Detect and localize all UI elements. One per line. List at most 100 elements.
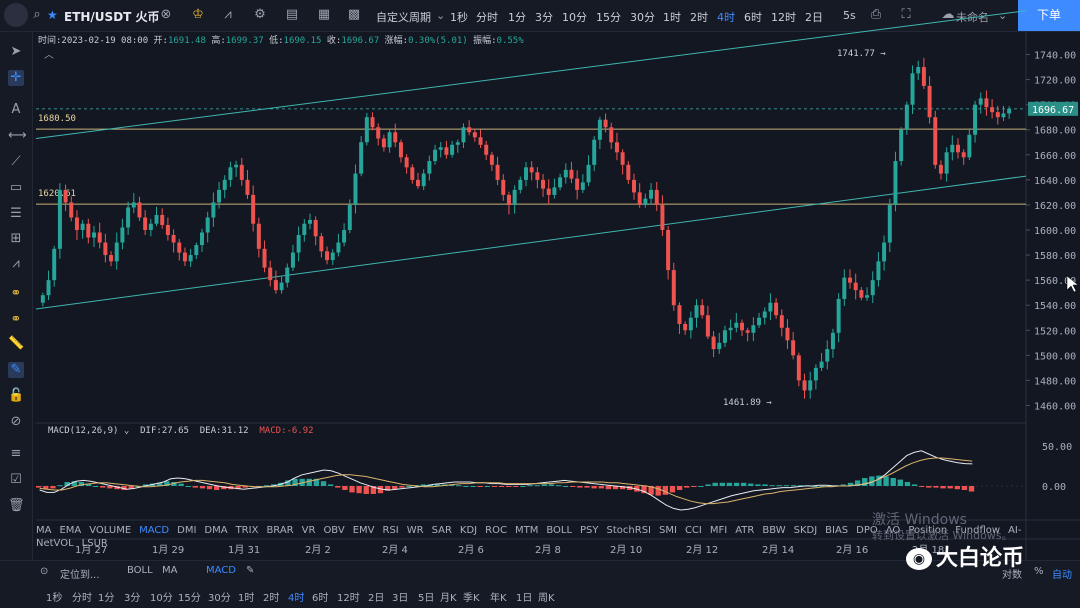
sub-indicator-macd[interactable]: MACD [206,565,236,576]
grid-layout-icon[interactable]: ▩ [347,7,361,22]
indicator-tab-8[interactable]: VR [301,525,316,536]
indicator-tab-5[interactable]: DMA [204,525,228,536]
timeframe-11[interactable]: 12时 [771,11,796,24]
bottom-timeframe-9[interactable]: 4时 [288,593,305,604]
magnet-icon[interactable]: ⚭ [10,286,22,301]
bottom-timeframe-2[interactable]: 1分 [98,593,115,604]
trend-line-icon[interactable]: ⟋ [11,154,21,169]
timeframe-3[interactable]: 3分 [535,11,553,24]
refresh-interval[interactable]: 5s [843,9,856,22]
indicator-tab-15[interactable]: ROC [485,525,507,536]
pattern-icon[interactable]: ⩘ [12,256,20,271]
indicator-tab-29[interactable]: Position [908,525,948,536]
drawings-list-icon[interactable]: ☑ [10,472,22,487]
camera-icon[interactable]: ⎙ [870,7,882,22]
horizontal-line-icon[interactable]: ⟷ [8,128,27,143]
custom-period-dropdown[interactable]: 自定义周期 [376,11,431,24]
bottom-timeframe-7[interactable]: 1时 [238,593,255,604]
chevron-down-icon[interactable]: ⌄ [436,9,446,22]
edit-icon[interactable]: ✎ [246,565,255,576]
timeframe-2[interactable]: 1分 [508,11,526,24]
bottom-timeframe-14[interactable]: 5日 [418,593,435,604]
bottom-timeframe-1[interactable]: 分时 [72,593,92,604]
rectangle-icon[interactable]: ▭ [9,180,23,195]
indicator-tab-16[interactable]: MTM [514,525,539,536]
bottom-timeframe-10[interactable]: 6时 [312,593,329,604]
timeframe-9[interactable]: 4时 [717,11,735,24]
bottom-timeframe-3[interactable]: 3分 [124,593,141,604]
order-button[interactable]: 下单 [1018,0,1080,31]
indicator-tab-20[interactable]: SMI [659,525,677,536]
indicator-tab-17[interactable]: BOLL [546,525,573,536]
bottom-timeframe-13[interactable]: 3日 [392,593,409,604]
indicator-tab-9[interactable]: OBV [323,525,345,536]
timeframe-7[interactable]: 1时 [663,11,681,24]
locate-button[interactable]: 定位到... [60,570,100,581]
indicator-tab-12[interactable]: WR [406,525,424,536]
auto-scale-toggle[interactable]: 自动 [1052,570,1072,581]
parallel-channel-icon[interactable]: ☰ [10,206,22,221]
bottom-timeframe-12[interactable]: 2日 [368,593,385,604]
close-icon[interactable]: ⊗ [160,7,172,22]
indicator-tab-18[interactable]: PSY [580,525,599,536]
indicator-tab-3[interactable]: MACD [139,525,170,536]
indicator-tab-26[interactable]: BIAS [825,525,849,536]
locate-icon[interactable]: ⊙ [40,566,49,577]
percent-scale-toggle[interactable]: % [1034,566,1044,577]
indicator-tab-11[interactable]: RSI [382,525,399,536]
timeframe-4[interactable]: 10分 [562,11,587,24]
layout-chevron-icon[interactable]: ⌄ [998,9,1008,22]
collapse-chevron-icon[interactable]: ︿ [44,50,54,61]
indicator-tab-21[interactable]: CCI [684,525,702,536]
indicator-tab-22[interactable]: MFI [709,525,728,536]
indicator-tab-2[interactable]: VOLUME [89,525,132,536]
indicator-tab-25[interactable]: SKDJ [793,525,818,536]
bottom-timeframe-19[interactable]: 周K [538,593,555,604]
candlestick-chart[interactable]: 1740.001720.001700.001680.001660.001640.… [0,0,1080,560]
indicator-icon[interactable]: ♔ [192,7,204,22]
bottom-timeframe-8[interactable]: 2时 [263,593,280,604]
cursor-arrow-icon[interactable]: ➤ [10,44,22,59]
bottom-timeframe-4[interactable]: 10分 [150,593,173,604]
timeframe-5[interactable]: 15分 [596,11,621,24]
timeframe-1[interactable]: 分时 [476,11,498,24]
indicator-tab-28[interactable]: AO [885,525,901,536]
indicator-tab-23[interactable]: ATR [735,525,755,536]
indicator-tab-0[interactable]: MA [36,525,52,536]
main-indicator-boll[interactable]: BOLL [127,565,153,576]
indicator-tab-10[interactable]: EMV [352,525,375,536]
chart-type-icon[interactable]: ⩘ [224,7,232,22]
bottom-timeframe-11[interactable]: 12时 [337,593,360,604]
cloud-icon[interactable]: ☁ [941,7,955,22]
indicator-tab-19[interactable]: StochRSI [606,525,651,536]
indicator-tab-32[interactable]: LSUR [81,538,108,549]
fib-icon[interactable]: ⊞ [10,231,22,246]
indicator-tab-1[interactable]: EMA [59,525,82,536]
indicator-tab-6[interactable]: TRIX [235,525,259,536]
indicator-tab-13[interactable]: SAR [431,525,452,536]
indicator-tab-31[interactable]: AI-NetVOL [36,525,1022,549]
trash-icon[interactable]: 🗑 [8,498,25,513]
main-indicator-ma[interactable]: MA [162,565,178,576]
settings-gear-icon[interactable]: ⚙ [254,7,266,22]
bottom-timeframe-18[interactable]: 1日 [516,593,533,604]
layout-icon[interactable]: ▦ [317,7,331,22]
lock-icon[interactable]: 🔓 [8,388,25,403]
bottom-timeframe-0[interactable]: 1秒 [46,593,63,604]
indicator-tab-4[interactable]: DMI [177,525,197,536]
magnet-strong-icon[interactable]: ⚭ [10,312,22,327]
symbol-label[interactable]: ETH/USDT 火币 [64,10,160,24]
macd-params[interactable]: MACD(12,26,9) [48,426,119,436]
indicator-tab-24[interactable]: BBW [762,525,786,536]
crosshair-icon[interactable]: ✛ [8,70,24,86]
app-logo-icon[interactable] [4,3,28,27]
template-icon[interactable]: ▤ [285,7,299,22]
timeframe-8[interactable]: 2时 [690,11,708,24]
visibility-icon[interactable]: ⊘ [10,414,22,429]
log-scale-toggle[interactable]: 对数 [1002,570,1022,581]
timeframe-0[interactable]: 1秒 [450,11,468,24]
ruler-icon[interactable]: 📏 [8,336,25,351]
bottom-timeframe-5[interactable]: 15分 [178,593,201,604]
timeframe-12[interactable]: 2日 [805,11,823,24]
bottom-timeframe-15[interactable]: 月K [440,593,457,604]
